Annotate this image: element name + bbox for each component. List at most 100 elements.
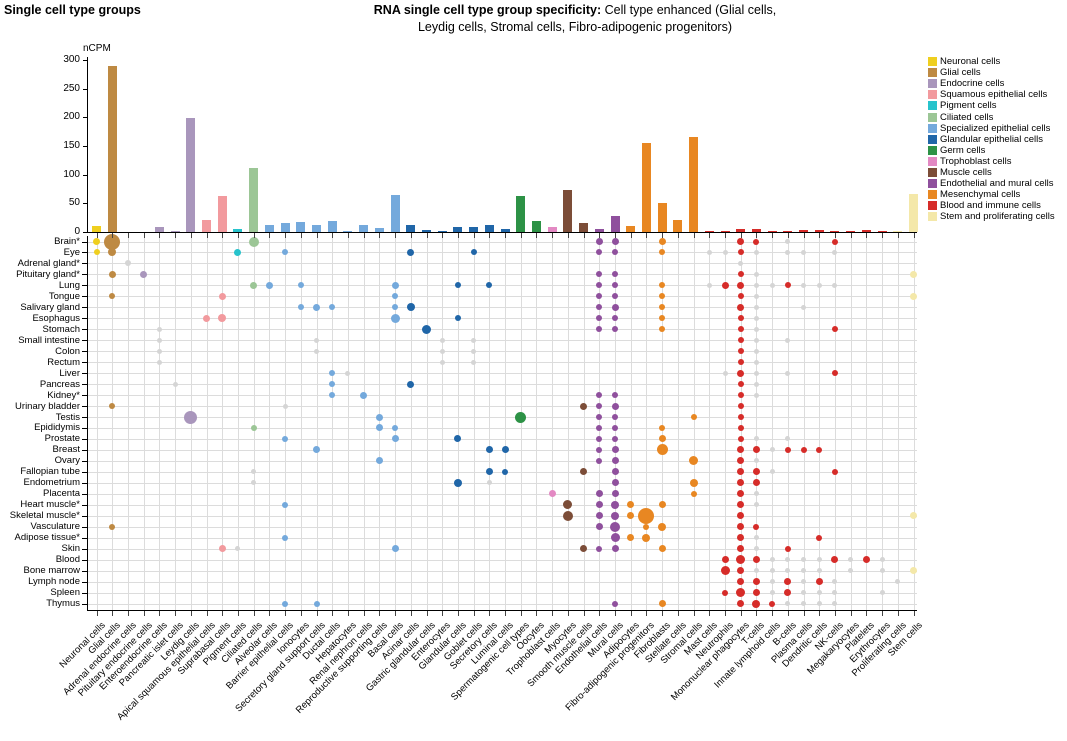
row-label-breast[interactable]: Breast <box>52 444 80 456</box>
row-tick <box>82 537 87 539</box>
row-label-brain[interactable]: Brain* <box>54 236 80 247</box>
row-label-kidney[interactable]: Kidney* <box>47 389 80 401</box>
bar-alveolar-cells[interactable] <box>264 225 274 232</box>
bar-t-cells[interactable] <box>751 228 761 232</box>
bar-gastric-glandular-cells[interactable] <box>422 229 431 232</box>
bar-platelets[interactable] <box>861 229 871 232</box>
bar-dendritic-cells[interactable] <box>814 230 824 232</box>
row-label-skin[interactable]: Skin <box>61 543 80 555</box>
bar-endothelial-cells[interactable] <box>594 228 604 232</box>
dot-skin-endothelial-cells <box>596 545 603 552</box>
bar-mononuclear-phagocytes[interactable] <box>736 228 746 232</box>
row-label-salivary-gland[interactable]: Salivary gland <box>20 301 80 313</box>
bar-leydig-cells[interactable] <box>186 117 196 232</box>
bar-glial-cells[interactable] <box>107 66 117 232</box>
bar-b-cells[interactable] <box>783 230 793 232</box>
bar-goblet-cells[interactable] <box>469 227 479 232</box>
row-label-pituitary-gland[interactable]: Pituitary gland* <box>16 268 80 280</box>
dot-esophagus-fibroblasts <box>659 315 666 322</box>
bar-myocytes[interactable] <box>563 190 573 232</box>
bar-stem-cells[interactable] <box>909 193 919 232</box>
row-label-endometrium[interactable]: Endometrium <box>23 477 81 489</box>
row-label-skeletal-muscle[interactable]: Skeletal muscle* <box>9 510 80 522</box>
bar-fibro-adipogenic-progenitors[interactable] <box>641 143 651 232</box>
bar-neuronal-cells[interactable] <box>92 225 102 232</box>
bar-suprabasal-cells[interactable] <box>217 196 227 232</box>
bar-neutrophils[interactable] <box>720 230 730 232</box>
row-label-bone-marrow[interactable]: Bone marrow <box>23 565 81 577</box>
column-tick-bottom <box>222 610 224 616</box>
column-tick-bottom <box>599 610 601 616</box>
bar-secretory-cells[interactable] <box>484 224 494 232</box>
bar-spermatogenic-cell-types[interactable] <box>516 196 526 232</box>
bar-megakaryocytes[interactable] <box>846 231 856 232</box>
row-label-spleen[interactable]: Spleen <box>50 587 80 599</box>
row-label-fallopian-tube[interactable]: Fallopian tube <box>20 466 80 478</box>
bar-enterocytes[interactable] <box>437 230 447 232</box>
dot-skin-t-cells <box>753 546 759 552</box>
bar-ductal-cells[interactable] <box>327 221 337 232</box>
bar-smooth-muscle-cells[interactable] <box>579 222 589 232</box>
bar-luminal-cells[interactable] <box>500 229 510 232</box>
row-label-small-intestine[interactable]: Small intestine <box>18 334 80 346</box>
bar-basal-cells[interactable] <box>390 194 400 232</box>
bar-acinar-cells[interactable] <box>406 224 416 232</box>
row-label-prostate[interactable]: Prostate <box>44 433 80 445</box>
row-label-blood[interactable]: Blood <box>55 554 80 566</box>
row-label-lung[interactable]: Lung <box>58 279 80 291</box>
dot-endometrium-ciliated-cells <box>251 480 257 486</box>
row-label-adrenal-gland[interactable]: Adrenal gland* <box>17 257 80 269</box>
bar-hepatocytes[interactable] <box>343 231 353 232</box>
row-label-epididymis[interactable]: Epididymis <box>34 422 80 434</box>
bar-trophoblast-cells[interactable] <box>547 227 557 232</box>
bar-nk-cells[interactable] <box>830 230 840 232</box>
bar-erythrocytes[interactable] <box>877 231 887 232</box>
chart-title: RNA single cell type group specificity: … <box>285 2 865 36</box>
bar-stellate-cells[interactable] <box>673 219 683 232</box>
bar-proliferating-cells[interactable] <box>893 231 903 232</box>
bar-glandular-cells[interactable] <box>453 226 463 232</box>
row-label-stomach[interactable]: Stomach <box>42 323 81 335</box>
row-label-adipose-tissue[interactable]: Adipose tissue* <box>14 532 80 544</box>
bar-ciliated-cells[interactable] <box>249 167 259 232</box>
row-label-vasculature[interactable]: Vasculature <box>30 521 80 533</box>
row-label-lymph-node[interactable]: Lymph node <box>28 576 80 588</box>
row-label-placenta[interactable]: Placenta <box>43 488 80 500</box>
row-label-thymus[interactable]: Thymus <box>46 598 80 609</box>
bar-plasma-cells[interactable] <box>799 230 809 232</box>
row-label-testis[interactable]: Testis <box>55 411 80 423</box>
dot-stomach-gastric-glandular-cells <box>422 324 431 334</box>
bar-ionocytes[interactable] <box>296 221 306 232</box>
bar-reproductive-supporting-cells[interactable] <box>374 227 384 232</box>
row-label-heart-muscle[interactable]: Heart muscle* <box>20 499 80 511</box>
bar-innate-lymphoid-cells[interactable] <box>767 230 777 232</box>
bar-fibroblasts[interactable] <box>657 202 667 232</box>
bar-enteroendocrine-cells[interactable] <box>154 226 164 232</box>
bar-barrier-epithelial-cells[interactable] <box>280 223 290 232</box>
column-tick-bottom <box>300 610 302 616</box>
row-label-colon[interactable]: Colon <box>55 345 80 357</box>
row-label-tongue[interactable]: Tongue <box>48 290 80 302</box>
gridline-vertical <box>850 236 852 610</box>
column-tick-bottom <box>567 610 569 616</box>
bar-mast-cells[interactable] <box>704 230 714 232</box>
row-label-pancreas[interactable]: Pancreas <box>39 378 80 390</box>
row-label-liver[interactable]: Liver <box>59 367 80 379</box>
row-label-eye[interactable]: Eye <box>63 246 80 258</box>
bar-pancreatic-islet-cells[interactable] <box>170 230 180 232</box>
legend-label: Ciliated cells <box>940 111 994 123</box>
bar-renal-nephron-cells[interactable] <box>359 224 369 232</box>
row-label-rectum[interactable]: Rectum <box>47 356 80 368</box>
dot-prostate-fibroblasts <box>658 435 666 443</box>
row-label-urinary-bladder[interactable]: Urinary bladder <box>15 400 80 412</box>
bar-apical-squamous-epithelial-cells[interactable] <box>202 219 212 232</box>
bar-oocytes[interactable] <box>531 221 541 232</box>
row-label-ovary[interactable]: Ovary <box>54 455 80 467</box>
row-label-esophagus[interactable]: Esophagus <box>32 312 80 324</box>
dot-lymph-node-nk-cells <box>832 579 838 585</box>
bar-mural-cells[interactable] <box>610 215 620 232</box>
bar-secretory-gland-support-cells[interactable] <box>312 225 322 232</box>
bar-stromal-cells[interactable] <box>689 137 699 232</box>
bar-adipocytes[interactable] <box>626 226 636 232</box>
bar-pigment-cells[interactable] <box>233 228 243 232</box>
